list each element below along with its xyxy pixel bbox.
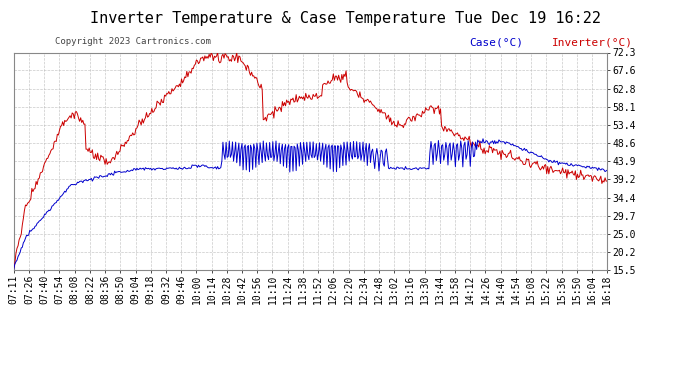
Text: Inverter(°C): Inverter(°C) [552,38,633,48]
Text: Case(°C): Case(°C) [469,38,523,48]
Text: Copyright 2023 Cartronics.com: Copyright 2023 Cartronics.com [55,38,211,46]
Text: Inverter Temperature & Case Temperature Tue Dec 19 16:22: Inverter Temperature & Case Temperature … [90,11,600,26]
